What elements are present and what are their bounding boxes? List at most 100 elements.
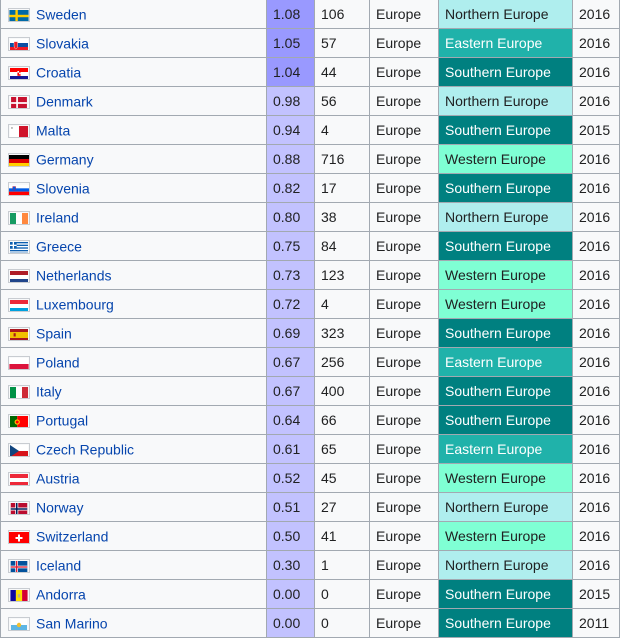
- country-cell: Iceland: [0, 550, 267, 580]
- country-link-san-marino[interactable]: San Marino: [36, 615, 108, 632]
- region-cell: Southern Europe: [438, 318, 573, 348]
- country-link-germany[interactable]: Germany: [36, 151, 94, 168]
- table-row: Poland 0.67 256 Europe Eastern Europe 2016: [0, 347, 620, 377]
- count-value: 41: [321, 528, 337, 544]
- count-cell: 57: [314, 28, 370, 58]
- country-link-ireland[interactable]: Ireland: [36, 209, 79, 226]
- country-link-iceland[interactable]: Iceland: [36, 557, 82, 574]
- country-link-sweden[interactable]: Sweden: [36, 6, 87, 23]
- count-value: 0: [321, 615, 329, 631]
- year-value: 2016: [579, 35, 611, 51]
- rate-value: 0.00: [273, 615, 301, 631]
- continent-value: Europe: [376, 615, 422, 631]
- country-link-portugal[interactable]: Portugal: [36, 412, 89, 429]
- flag-switzerland-icon: [8, 529, 30, 544]
- year-cell: 2016: [572, 434, 620, 464]
- country-link-netherlands[interactable]: Netherlands: [36, 267, 112, 284]
- continent-value: Europe: [376, 412, 422, 428]
- year-value: 2016: [579, 470, 611, 486]
- region-cell: Eastern Europe: [438, 434, 573, 464]
- country-cell: Luxembourg: [0, 289, 267, 319]
- year-value: 2016: [579, 557, 611, 573]
- continent-value: Europe: [376, 557, 422, 573]
- country-link-poland[interactable]: Poland: [36, 354, 80, 371]
- flag-czech-republic-icon: [8, 442, 30, 457]
- continent-value: Europe: [376, 209, 422, 225]
- year-value: 2016: [579, 64, 611, 80]
- count-value: 57: [321, 35, 337, 51]
- region-value: Southern Europe: [445, 586, 551, 602]
- flag-malta-icon: [8, 123, 30, 138]
- region-value: Southern Europe: [445, 238, 551, 254]
- rate-cell: 0.51: [266, 492, 315, 522]
- year-cell: 2015: [572, 115, 620, 145]
- region-value: Eastern Europe: [445, 441, 543, 457]
- country-link-slovenia[interactable]: Slovenia: [36, 180, 90, 197]
- year-value: 2016: [579, 383, 611, 399]
- country-link-norway[interactable]: Norway: [36, 499, 84, 516]
- country-cell: Croatia: [0, 57, 267, 87]
- country-cell: Norway: [0, 492, 267, 522]
- count-value: 256: [321, 354, 345, 370]
- count-value: 27: [321, 499, 337, 515]
- table-row: Portugal 0.64 66 Europe Southern Europe 2016: [0, 405, 620, 435]
- table-row: Slovakia 1.05 57 Europe Eastern Europe 2016: [0, 28, 620, 58]
- country-link-luxembourg[interactable]: Luxembourg: [36, 296, 114, 313]
- country-link-slovakia[interactable]: Slovakia: [36, 35, 89, 52]
- table-row: Netherlands 0.73 123 Europe Western Europe 20…: [0, 260, 620, 290]
- rate-cell: 0.61: [266, 434, 315, 464]
- year-value: 2016: [579, 528, 611, 544]
- count-value: 1: [321, 557, 329, 573]
- country-cell: Malta: [0, 115, 267, 145]
- region-value: Northern Europe: [445, 6, 549, 22]
- year-value: 2016: [579, 151, 611, 167]
- region-value: Western Europe: [445, 296, 546, 312]
- country-link-italy[interactable]: Italy: [36, 383, 62, 400]
- region-value: Eastern Europe: [445, 354, 543, 370]
- table-row: Denmark 0.98 56 Europe Northern Europe 2016: [0, 86, 620, 116]
- table-row: Spain 0.69 323 Europe Southern Europe 2016: [0, 318, 620, 348]
- country-link-croatia[interactable]: Croatia: [36, 64, 82, 81]
- year-cell: 2016: [572, 86, 620, 116]
- flag-andorra-icon: [8, 587, 30, 602]
- country-link-austria[interactable]: Austria: [36, 470, 80, 487]
- count-value: 45: [321, 470, 337, 486]
- year-value: 2016: [579, 296, 611, 312]
- country-link-czech-republic[interactable]: Czech Republic: [36, 441, 135, 458]
- region-value: Northern Europe: [445, 209, 549, 225]
- count-value: 84: [321, 238, 337, 254]
- region-cell: Southern Europe: [438, 608, 573, 638]
- year-cell: 2016: [572, 521, 620, 551]
- table-row: Greece 0.75 84 Europe Southern Europe 2016: [0, 231, 620, 261]
- country-cell: Poland: [0, 347, 267, 377]
- year-cell: 2016: [572, 231, 620, 261]
- region-value: Southern Europe: [445, 412, 551, 428]
- count-cell: 0: [314, 579, 370, 609]
- rate-cell: 0.69: [266, 318, 315, 348]
- year-cell: 2016: [572, 202, 620, 232]
- year-cell: 2016: [572, 173, 620, 203]
- rate-cell: 1.08: [266, 0, 315, 29]
- country-link-greece[interactable]: Greece: [36, 238, 82, 255]
- country-link-switzerland[interactable]: Switzerland: [36, 528, 109, 545]
- rate-value: 0.51: [273, 499, 301, 515]
- country-cell: Switzerland: [0, 521, 267, 551]
- count-cell: 106: [314, 0, 370, 29]
- table-row: Switzerland 0.50 41 Europe Western Europe 201…: [0, 521, 620, 551]
- count-cell: 716: [314, 144, 370, 174]
- country-link-andorra[interactable]: Andorra: [36, 586, 86, 603]
- continent-cell: Europe: [369, 86, 439, 116]
- rate-value: 0.00: [273, 586, 301, 602]
- country-cell: Spain: [0, 318, 267, 348]
- rate-cell: 0.64: [266, 405, 315, 435]
- country-link-denmark[interactable]: Denmark: [36, 93, 93, 110]
- region-cell: Eastern Europe: [438, 347, 573, 377]
- rate-cell: 0.52: [266, 463, 315, 493]
- rate-cell: 0.30: [266, 550, 315, 580]
- country-link-malta[interactable]: Malta: [36, 122, 71, 139]
- continent-value: Europe: [376, 64, 422, 80]
- country-link-spain[interactable]: Spain: [36, 325, 72, 342]
- table-row: Czech Republic 0.61 65 Europe Eastern Europe…: [0, 434, 620, 464]
- region-cell: Western Europe: [438, 144, 573, 174]
- rate-value: 0.80: [273, 209, 301, 225]
